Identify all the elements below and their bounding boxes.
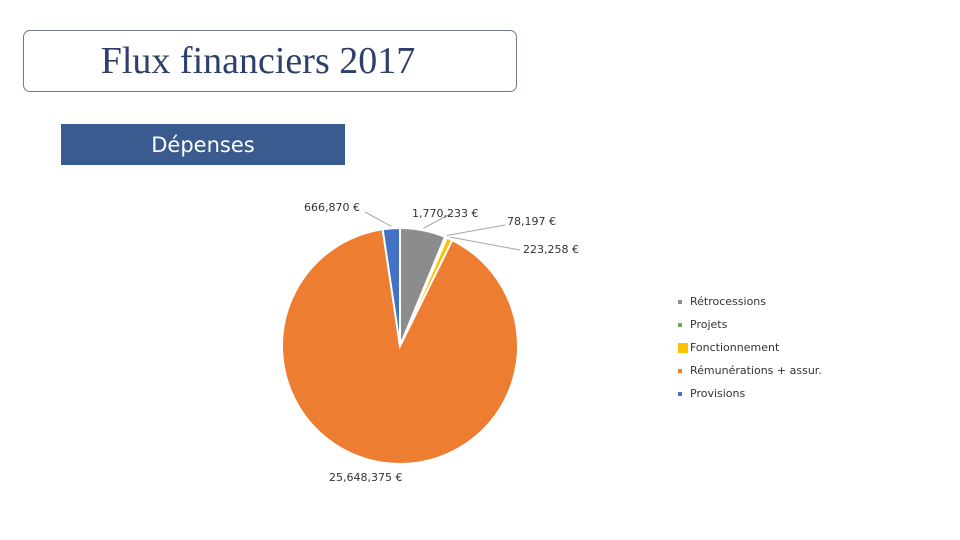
section-header: Dépenses (61, 124, 345, 165)
legend-item-fonctionnement: Fonctionnement (678, 336, 822, 359)
legend-swatch (678, 299, 682, 304)
leader-line-retrocessions (423, 213, 451, 229)
legend-label: Fonctionnement (690, 341, 780, 354)
data-label-provisions: 666,870 € (304, 201, 360, 214)
data-label-projets: 78,197 € (507, 215, 556, 228)
data-label-fonctionnement: 223,258 € (523, 243, 579, 256)
chart-legend: Rétrocessions Projets Fonctionnement Rém… (678, 290, 822, 405)
legend-label: Provisions (690, 387, 746, 400)
legend-swatch (678, 391, 682, 396)
legend-swatch (678, 342, 688, 353)
leader-line-projets (446, 224, 506, 236)
legend-label: Rétrocessions (690, 295, 767, 308)
slide-title-box: Flux financiers 2017 (23, 30, 517, 92)
slide-title: Flux financiers 2017 (100, 40, 416, 82)
legend-label: Rémunérations + assur. (690, 364, 822, 377)
legend-swatch (678, 322, 682, 327)
legend-item-retrocessions: Rétrocessions (678, 290, 822, 313)
legend-swatch (678, 368, 682, 373)
legend-item-provisions: Provisions (678, 382, 822, 405)
section-title: Dépenses (151, 132, 255, 157)
leader-line-provisions (364, 211, 392, 227)
legend-item-projets: Projets (678, 313, 822, 336)
leader-line-fonctionnement (450, 236, 521, 251)
data-label-remunerations: 25,648,375 € (329, 471, 403, 484)
data-label-retrocessions: 1,770,233 € (412, 207, 479, 220)
pie-slice-provisions (381, 226, 401, 347)
pie-slice-remunerations (281, 228, 519, 465)
legend-label: Projets (690, 318, 728, 331)
legend-item-remunerations: Rémunérations + assur. (678, 359, 822, 382)
